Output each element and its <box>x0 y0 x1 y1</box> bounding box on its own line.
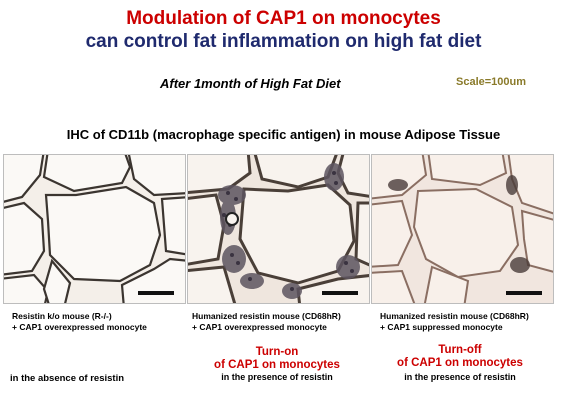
panel-3-caption: Humanized resistin mouse (CD68hR) + CAP1… <box>380 311 558 333</box>
panel-2-caption: Humanized resistin mouse (CD68hR) + CAP1… <box>192 311 370 333</box>
scale-note: Scale=100um <box>456 76 527 88</box>
panel-3-context: in the presence of resistin <box>404 372 516 382</box>
panel-2-result-line-2: of CAP1 on monocytes <box>214 359 340 371</box>
adipose-micrograph-1 <box>4 155 185 303</box>
title-line-1: Modulation of CAP1 on monocytes <box>126 8 441 29</box>
panel-3-result: Turn-off of CAP1 on monocytes in the pre… <box>375 344 545 382</box>
panel-1-context: in the absence of resistin <box>10 373 125 384</box>
panel-3-caption-line-1: Humanized resistin mouse (CD68hR) <box>380 311 529 321</box>
panel-2-caption-line-1: Humanized resistin mouse (CD68hR) <box>192 311 341 321</box>
panel-3-result-line-1: Turn-off <box>438 344 482 356</box>
panel-1-caption: Resistin k/o mouse (R-/-) + CAP1 overexp… <box>12 311 187 333</box>
panel-3-result-line-2: of CAP1 on monocytes <box>397 357 523 369</box>
panel-2-result-line-1: Turn-on <box>255 346 299 358</box>
panel-2-context: in the presence of resistin <box>221 372 333 382</box>
adipose-micrograph-3 <box>372 155 553 303</box>
micrograph-panel-1 <box>3 154 186 304</box>
micrograph-panel-2 <box>187 154 370 304</box>
subtitle: After 1month of High Fat Diet <box>160 76 341 91</box>
panel-2-caption-line-2: + CAP1 overexpressed monocyte <box>192 322 327 332</box>
adipose-micrograph-2 <box>188 155 369 303</box>
panel-2-result: Turn-on of CAP1 on monocytes in the pres… <box>192 346 362 382</box>
title-line-2: can control fat inflammation on high fat… <box>85 31 482 52</box>
panel-1-caption-line-1: Resistin k/o mouse (R-/-) <box>12 311 112 321</box>
micrograph-panel-3 <box>371 154 554 304</box>
panel-1-caption-line-2: + CAP1 overexpressed monocyte <box>12 322 147 332</box>
panel-3-caption-line-2: + CAP1 suppressed monocyte <box>380 322 503 332</box>
section-heading: IHC of CD11b (macrophage specific antige… <box>66 127 501 142</box>
